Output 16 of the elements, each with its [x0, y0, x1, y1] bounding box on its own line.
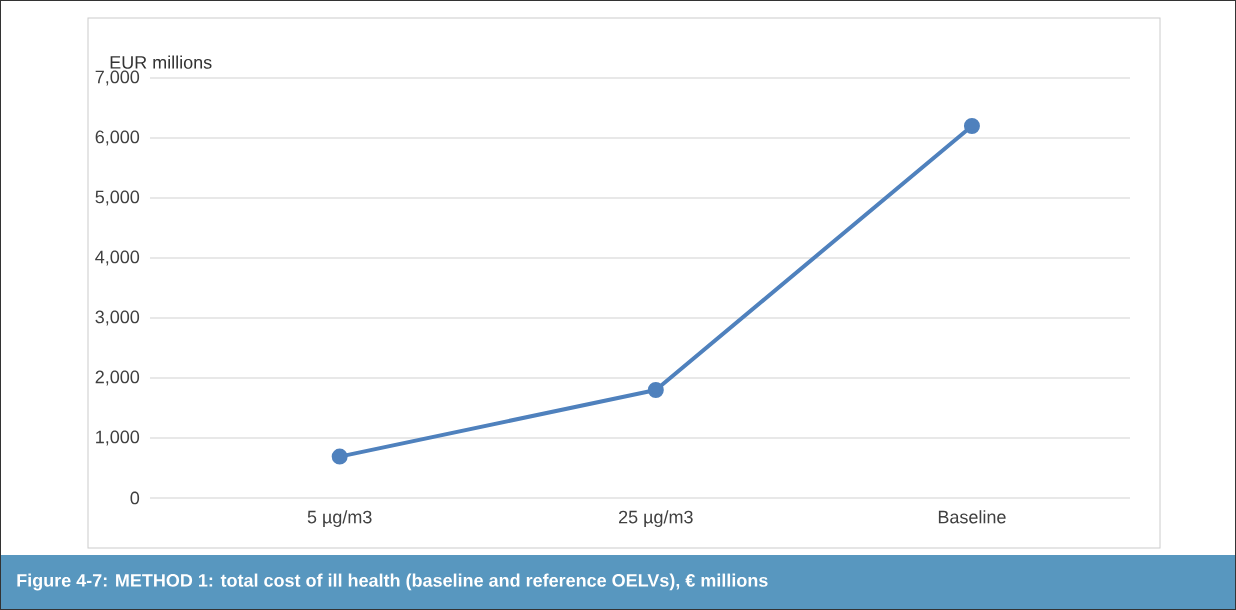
- y-tick-label: 0: [130, 491, 140, 505]
- y-tick-label: 1,000: [96, 430, 140, 446]
- y-tick-label: 4,000: [95, 250, 140, 266]
- y-tick-label: 2,000: [95, 370, 140, 386]
- point: [963, 118, 980, 134]
- x-tick-label: 25 µg/m3: [619, 510, 693, 527]
- x-tick-label: 5 µg/m3: [307, 510, 372, 527]
- y-tick-label: 3,000: [95, 310, 140, 326]
- y-tick-label: 7,000: [95, 70, 140, 86]
- y-axis-title: EUR millions: [110, 55, 212, 69]
- y-tick-label: 5,000: [95, 190, 140, 206]
- x-tick-label: Baseline: [938, 510, 1006, 524]
- point: [647, 382, 664, 398]
- point: [331, 448, 348, 465]
- y-tick-label: 6,000: [95, 130, 140, 146]
- text: Figure 4-7: METHOD 1: total cost of ill health (baseline and reference OELVs), € millions: [17, 573, 768, 591]
